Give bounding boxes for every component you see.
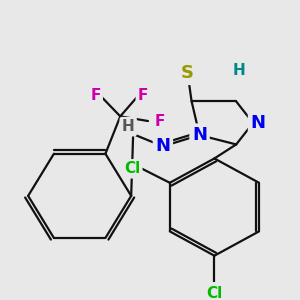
Text: Cl: Cl: [206, 286, 223, 300]
Text: N: N: [192, 126, 207, 144]
Text: Cl: Cl: [124, 161, 140, 176]
Text: H: H: [122, 119, 135, 134]
Text: F: F: [138, 88, 148, 103]
Text: F: F: [90, 88, 101, 103]
Text: N: N: [250, 114, 266, 132]
Text: S: S: [181, 64, 194, 82]
Text: N: N: [155, 137, 170, 155]
Text: F: F: [155, 113, 165, 128]
Text: H: H: [233, 63, 245, 78]
